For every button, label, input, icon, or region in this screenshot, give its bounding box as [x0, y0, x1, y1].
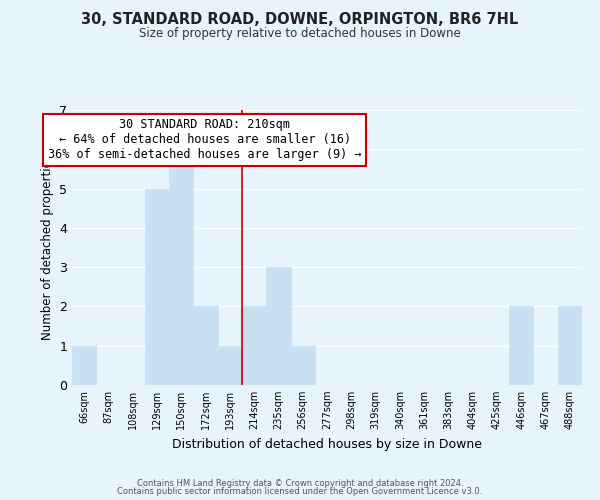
Bar — [290, 346, 315, 385]
Bar — [193, 306, 218, 385]
Y-axis label: Number of detached properties: Number of detached properties — [41, 154, 53, 340]
Text: Contains public sector information licensed under the Open Government Licence v3: Contains public sector information licen… — [118, 487, 482, 496]
Text: Size of property relative to detached houses in Downe: Size of property relative to detached ho… — [139, 28, 461, 40]
Bar — [266, 267, 290, 385]
Bar — [558, 306, 582, 385]
Bar — [72, 346, 96, 385]
Text: Contains HM Land Registry data © Crown copyright and database right 2024.: Contains HM Land Registry data © Crown c… — [137, 478, 463, 488]
Bar — [169, 150, 193, 385]
X-axis label: Distribution of detached houses by size in Downe: Distribution of detached houses by size … — [172, 438, 482, 450]
Text: 30, STANDARD ROAD, DOWNE, ORPINGTON, BR6 7HL: 30, STANDARD ROAD, DOWNE, ORPINGTON, BR6… — [82, 12, 518, 28]
Bar — [145, 188, 169, 385]
Bar — [218, 346, 242, 385]
Text: 30 STANDARD ROAD: 210sqm
← 64% of detached houses are smaller (16)
36% of semi-d: 30 STANDARD ROAD: 210sqm ← 64% of detach… — [48, 118, 361, 161]
Bar — [242, 306, 266, 385]
Bar — [509, 306, 533, 385]
